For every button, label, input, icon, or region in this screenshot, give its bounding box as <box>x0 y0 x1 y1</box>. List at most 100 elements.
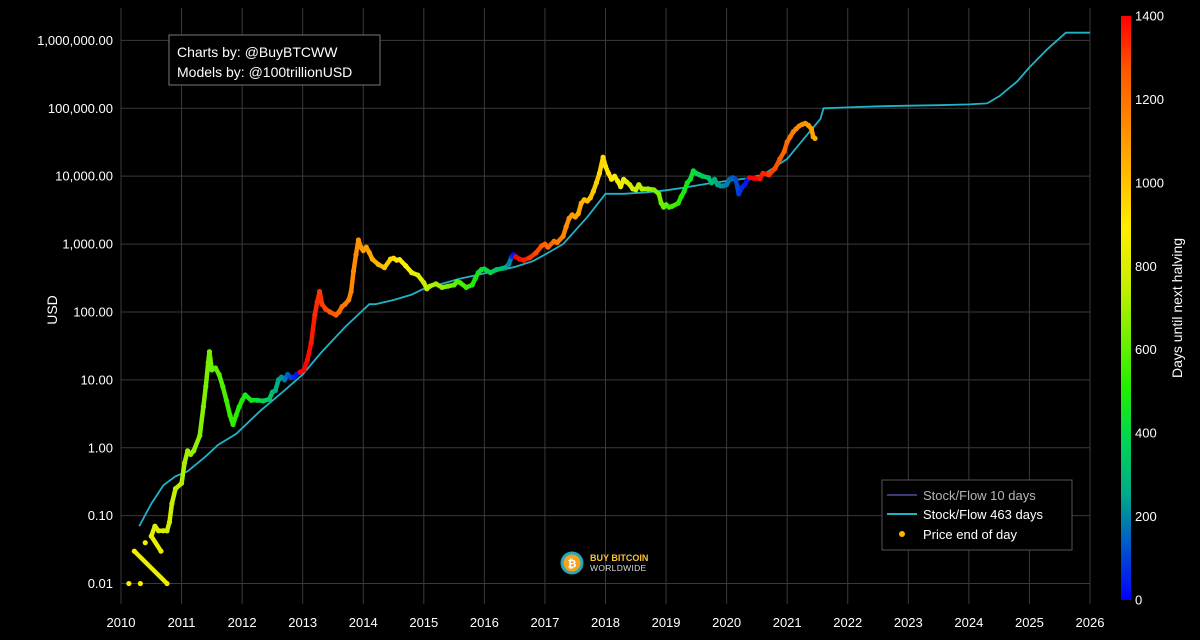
price-point <box>239 397 245 403</box>
legend-label-sf463: Stock/Flow 463 days <box>923 507 1043 522</box>
y-tick-label: 1,000,000.00 <box>37 33 113 48</box>
price-point <box>409 270 415 276</box>
price-point <box>360 248 366 254</box>
price-point <box>160 528 166 534</box>
price-point <box>633 187 639 193</box>
price-point <box>742 182 748 188</box>
x-tick-label: 2019 <box>652 615 681 630</box>
price-point <box>155 528 162 534</box>
buy-bitcoin-worldwide-logo: ₿ BUY BITCOIN WORLDWIDE <box>560 551 648 575</box>
price-point <box>158 548 164 554</box>
colorbar-tick-label: 600 <box>1135 342 1157 357</box>
price-point <box>308 340 314 346</box>
price-point <box>747 175 753 181</box>
price-point <box>415 272 421 278</box>
price-point <box>185 448 191 454</box>
price-point <box>566 215 572 221</box>
colorbar-title: Days until next halving <box>1169 238 1185 378</box>
price-point <box>191 448 197 454</box>
price-point <box>445 283 451 289</box>
x-tick-label: 2010 <box>107 615 136 630</box>
price-point <box>164 528 170 534</box>
price-point <box>736 191 742 197</box>
price-point <box>708 180 715 186</box>
price-point <box>656 191 662 197</box>
colorbar-tick-label: 0 <box>1135 593 1142 608</box>
price-trail-segment <box>167 501 175 525</box>
y-axis-ticks: 0.01 0.10 1.00 10.00 100.00 1,000.00 10,000.00… <box>37 33 113 591</box>
colorbar-tick-label: 200 <box>1135 509 1157 524</box>
price-point <box>403 263 409 269</box>
price-point <box>469 282 475 288</box>
price-point <box>757 176 763 182</box>
colorbar <box>1121 16 1131 600</box>
price-point <box>433 281 439 287</box>
price-point <box>169 501 175 507</box>
price-point <box>678 194 684 200</box>
price-trail-segment <box>149 533 164 554</box>
credit-charts-by: Charts by: @BuyBTCWW <box>177 44 338 60</box>
price-trail-segment <box>348 268 356 294</box>
y-tick-label: 0.10 <box>88 508 113 523</box>
price-point <box>126 580 132 587</box>
x-tick-label: 2013 <box>288 615 317 630</box>
price-point <box>575 211 581 217</box>
price-point <box>227 412 233 418</box>
x-tick-label: 2015 <box>409 615 438 630</box>
price-point <box>711 176 718 182</box>
price-point <box>681 188 687 194</box>
price-point <box>223 397 229 403</box>
price-point <box>600 154 606 160</box>
price-point <box>248 397 254 403</box>
price-point <box>493 267 500 273</box>
price-point <box>587 195 593 201</box>
price-point <box>301 367 307 373</box>
y-tick-label: 100.00 <box>73 304 113 319</box>
price-point <box>684 180 690 186</box>
price-point <box>427 283 433 289</box>
price-point <box>353 251 359 258</box>
y-tick-label: 10.00 <box>80 372 113 387</box>
price-trail-segment <box>308 312 318 346</box>
x-tick-label: 2021 <box>773 615 802 630</box>
price-point <box>615 178 621 184</box>
price-point <box>327 309 333 315</box>
price-point <box>266 396 272 402</box>
price-point <box>181 460 188 466</box>
price-point <box>787 134 793 140</box>
price-point <box>675 200 681 206</box>
price-point <box>152 523 158 529</box>
price-point <box>584 198 590 204</box>
x-tick-label: 2024 <box>954 615 983 630</box>
price-point <box>784 139 790 145</box>
credits-box: Charts by: @BuyBTCWW Models by: @100tril… <box>168 34 381 86</box>
price-point <box>260 398 266 404</box>
price-point <box>639 186 645 192</box>
price-point <box>304 356 311 363</box>
price-point <box>636 182 642 188</box>
price-point <box>472 276 478 282</box>
price-point <box>618 184 624 190</box>
stock-flow-463-line <box>138 31 1090 527</box>
price-trail-segment <box>203 360 211 389</box>
price-point <box>272 387 279 393</box>
price-point <box>439 284 445 291</box>
colorbar-ticks: 0 200 400 600 800 1000 1200 1400 <box>1135 9 1164 608</box>
price-point <box>148 533 154 539</box>
price-point <box>602 163 609 169</box>
colorbar-tick-label: 400 <box>1135 426 1157 441</box>
price-point <box>487 270 494 276</box>
price-point <box>197 433 203 439</box>
price-point <box>200 404 206 410</box>
price-point <box>319 301 325 307</box>
x-tick-label: 2026 <box>1076 615 1105 630</box>
bitcoin-coin-icon <box>563 554 581 572</box>
stock-flow-463-line-layer <box>138 31 1090 527</box>
x-tick-label: 2022 <box>833 615 862 630</box>
price-trail-segment <box>191 433 202 454</box>
x-tick-label: 2020 <box>712 615 741 630</box>
bitcoin-symbol-icon: ₿ <box>568 559 577 571</box>
price-point <box>381 265 388 271</box>
price-point <box>777 156 783 162</box>
legend-label-sf10: Stock/Flow 10 days <box>923 488 1036 503</box>
